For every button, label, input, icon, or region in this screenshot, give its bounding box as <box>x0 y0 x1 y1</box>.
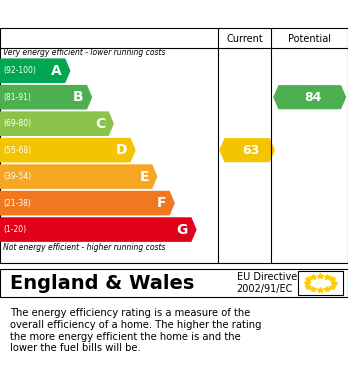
Text: D: D <box>116 143 127 157</box>
Text: C: C <box>95 117 105 131</box>
Polygon shape <box>0 111 114 136</box>
Text: G: G <box>176 222 188 237</box>
Text: Very energy efficient - lower running costs: Very energy efficient - lower running co… <box>3 48 166 57</box>
Text: England & Wales: England & Wales <box>10 274 195 292</box>
Polygon shape <box>0 58 70 83</box>
Text: Not energy efficient - higher running costs: Not energy efficient - higher running co… <box>3 243 166 252</box>
Text: (92-100): (92-100) <box>3 66 36 75</box>
Text: E: E <box>139 170 149 184</box>
Text: 84: 84 <box>304 91 322 104</box>
Text: B: B <box>73 90 84 104</box>
Text: (81-91): (81-91) <box>3 93 31 102</box>
Polygon shape <box>0 191 175 215</box>
Polygon shape <box>273 85 346 109</box>
Text: The energy efficiency rating is a measure of the
overall efficiency of a home. T: The energy efficiency rating is a measur… <box>10 308 262 353</box>
Bar <box>298 271 343 295</box>
Text: EU Directive
2002/91/EC: EU Directive 2002/91/EC <box>237 272 297 294</box>
Polygon shape <box>0 138 136 162</box>
Text: (1-20): (1-20) <box>3 225 26 234</box>
Text: (39-54): (39-54) <box>3 172 32 181</box>
Polygon shape <box>219 138 275 162</box>
Polygon shape <box>0 217 197 242</box>
Polygon shape <box>0 85 92 109</box>
Text: Energy Efficiency Rating: Energy Efficiency Rating <box>14 5 261 23</box>
Text: A: A <box>51 64 62 78</box>
Text: Potential: Potential <box>288 34 331 44</box>
Text: (21-38): (21-38) <box>3 199 31 208</box>
Text: (55-68): (55-68) <box>3 145 32 155</box>
Text: (69-80): (69-80) <box>3 119 32 128</box>
Text: F: F <box>157 196 166 210</box>
Text: 63: 63 <box>242 143 259 157</box>
Text: Current: Current <box>226 34 263 44</box>
Polygon shape <box>0 164 157 189</box>
